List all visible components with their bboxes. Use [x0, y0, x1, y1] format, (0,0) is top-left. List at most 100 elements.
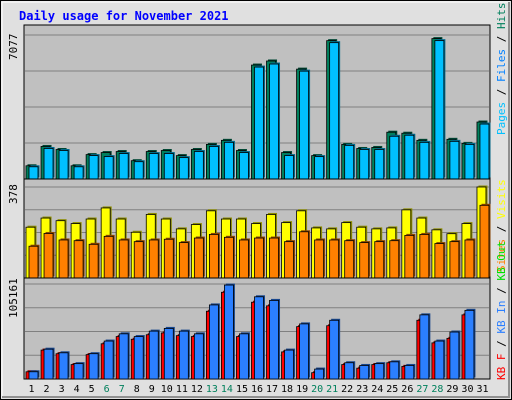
sites-visits-legend: Sites / Visits: [495, 179, 508, 272]
sites-bar: [389, 240, 400, 279]
x-day-label: 5: [89, 384, 95, 395]
x-day-label: 24: [371, 384, 383, 395]
x-axis-day-labels: 1 2 3 4 5 6 7 8 9 10 11 12 13 14 15 16 17 18 19 20 21 22 23 24 2…: [29, 384, 489, 395]
kb-out-bar: [193, 333, 204, 380]
x-day-label: 3: [59, 384, 65, 395]
sites-bar: [479, 204, 490, 279]
legend-entry: /: [495, 29, 508, 49]
pages-bar: [254, 66, 264, 180]
sites-bar: [73, 240, 84, 279]
legend-entry: Sites: [495, 239, 508, 272]
kb-axis-max-label: 105161: [7, 278, 20, 318]
legend-entry: /: [495, 82, 508, 102]
hits-axis-max-label: 7077: [7, 34, 20, 61]
pages-bar: [389, 135, 400, 180]
kb-out-bar: [449, 331, 460, 380]
pages-bar: [208, 146, 219, 180]
x-day-label: 31: [476, 384, 488, 395]
pages-bar: [359, 149, 370, 180]
legend-entry: Files: [495, 49, 508, 82]
pages-bar: [118, 153, 129, 180]
kb-out-bar: [254, 296, 264, 380]
x-day-label: 8: [134, 384, 140, 395]
pages-bar: [434, 40, 445, 180]
x-day-label: 13: [206, 384, 218, 395]
kb-out-bar: [148, 330, 159, 380]
hits-files-pages-panel: [23, 24, 491, 180]
kb-out-bar: [344, 362, 355, 380]
sites-bar: [43, 233, 54, 279]
sites-bar: [284, 241, 294, 279]
kb-out-bar: [28, 371, 39, 380]
x-day-label: 21: [326, 384, 338, 395]
x-day-label: 7: [119, 384, 125, 395]
x-day-label: 23: [356, 384, 368, 395]
pages-bar: [103, 156, 114, 180]
x-day-label: 19: [296, 384, 308, 395]
legend-entry: KB In: [495, 301, 508, 334]
legend-entry: Hits: [495, 3, 508, 30]
sites-bar: [28, 245, 39, 279]
pages-bar: [344, 145, 355, 180]
kb-out-bar: [434, 340, 445, 380]
chart-title: Daily usage for November 2021: [19, 9, 229, 23]
pages-bar: [88, 155, 99, 180]
pages-bar: [419, 141, 430, 180]
kb-legend: KB F / KB In / KB Out: [495, 241, 508, 380]
pages-bar: [193, 151, 204, 180]
kb-out-bar: [389, 361, 400, 380]
pages-bar: [58, 150, 69, 180]
sites-bar: [404, 234, 415, 279]
legend-entry: Pages: [495, 102, 508, 135]
x-day-label: 16: [251, 384, 263, 395]
pages-bar: [43, 148, 54, 180]
sites-bar: [239, 239, 249, 279]
sites-bar: [374, 241, 385, 279]
pages-bar: [224, 141, 234, 180]
x-day-label: 28: [431, 384, 443, 395]
pages-bar: [374, 149, 385, 180]
sites-bar: [163, 238, 174, 279]
kb-out-bar: [359, 365, 370, 380]
kb-out-bar: [88, 353, 99, 380]
sites-bar: [449, 241, 460, 279]
legend-entry: Visits: [495, 179, 508, 219]
pages-bar: [449, 140, 460, 180]
sites-bar: [299, 231, 309, 279]
x-day-label: 2: [44, 384, 50, 395]
sites-bar: [254, 237, 264, 279]
x-day-label: 29: [446, 384, 458, 395]
x-day-label: 11: [176, 384, 188, 395]
kb-out-bar: [464, 309, 475, 380]
pages-bar: [284, 155, 294, 180]
pages-bar: [464, 144, 475, 180]
sites-bar: [178, 242, 189, 279]
x-day-label: 18: [281, 384, 293, 395]
pages-bar: [314, 156, 325, 180]
x-day-label: 17: [266, 384, 278, 395]
kb-out-bar: [329, 319, 340, 380]
sites-bar: [133, 241, 144, 279]
visits-axis-max-label: 378: [7, 184, 20, 204]
sites-bar: [269, 237, 279, 279]
kb-out-bar: [163, 328, 174, 380]
kb-out-bar: [178, 330, 189, 380]
kb-out-bar: [404, 365, 415, 380]
kb-out-bar: [118, 333, 129, 380]
x-day-label: 12: [191, 384, 203, 395]
kb-out-bar: [133, 336, 144, 380]
pages-bar: [404, 134, 415, 180]
kb-out-bar: [58, 352, 69, 380]
pages-bar: [269, 63, 279, 180]
x-day-label: 1: [29, 384, 35, 395]
sites-bar: [224, 236, 234, 279]
sites-bar: [58, 239, 69, 279]
pages-bar: [299, 70, 309, 180]
visits-sites-panel: [23, 178, 491, 279]
kb-out-bar: [208, 304, 219, 380]
kb-out-bar: [314, 368, 325, 380]
kb-out-bar: [299, 323, 309, 380]
sites-bar: [148, 239, 159, 279]
kb-out-bar: [103, 340, 114, 380]
sites-bar: [103, 235, 114, 279]
